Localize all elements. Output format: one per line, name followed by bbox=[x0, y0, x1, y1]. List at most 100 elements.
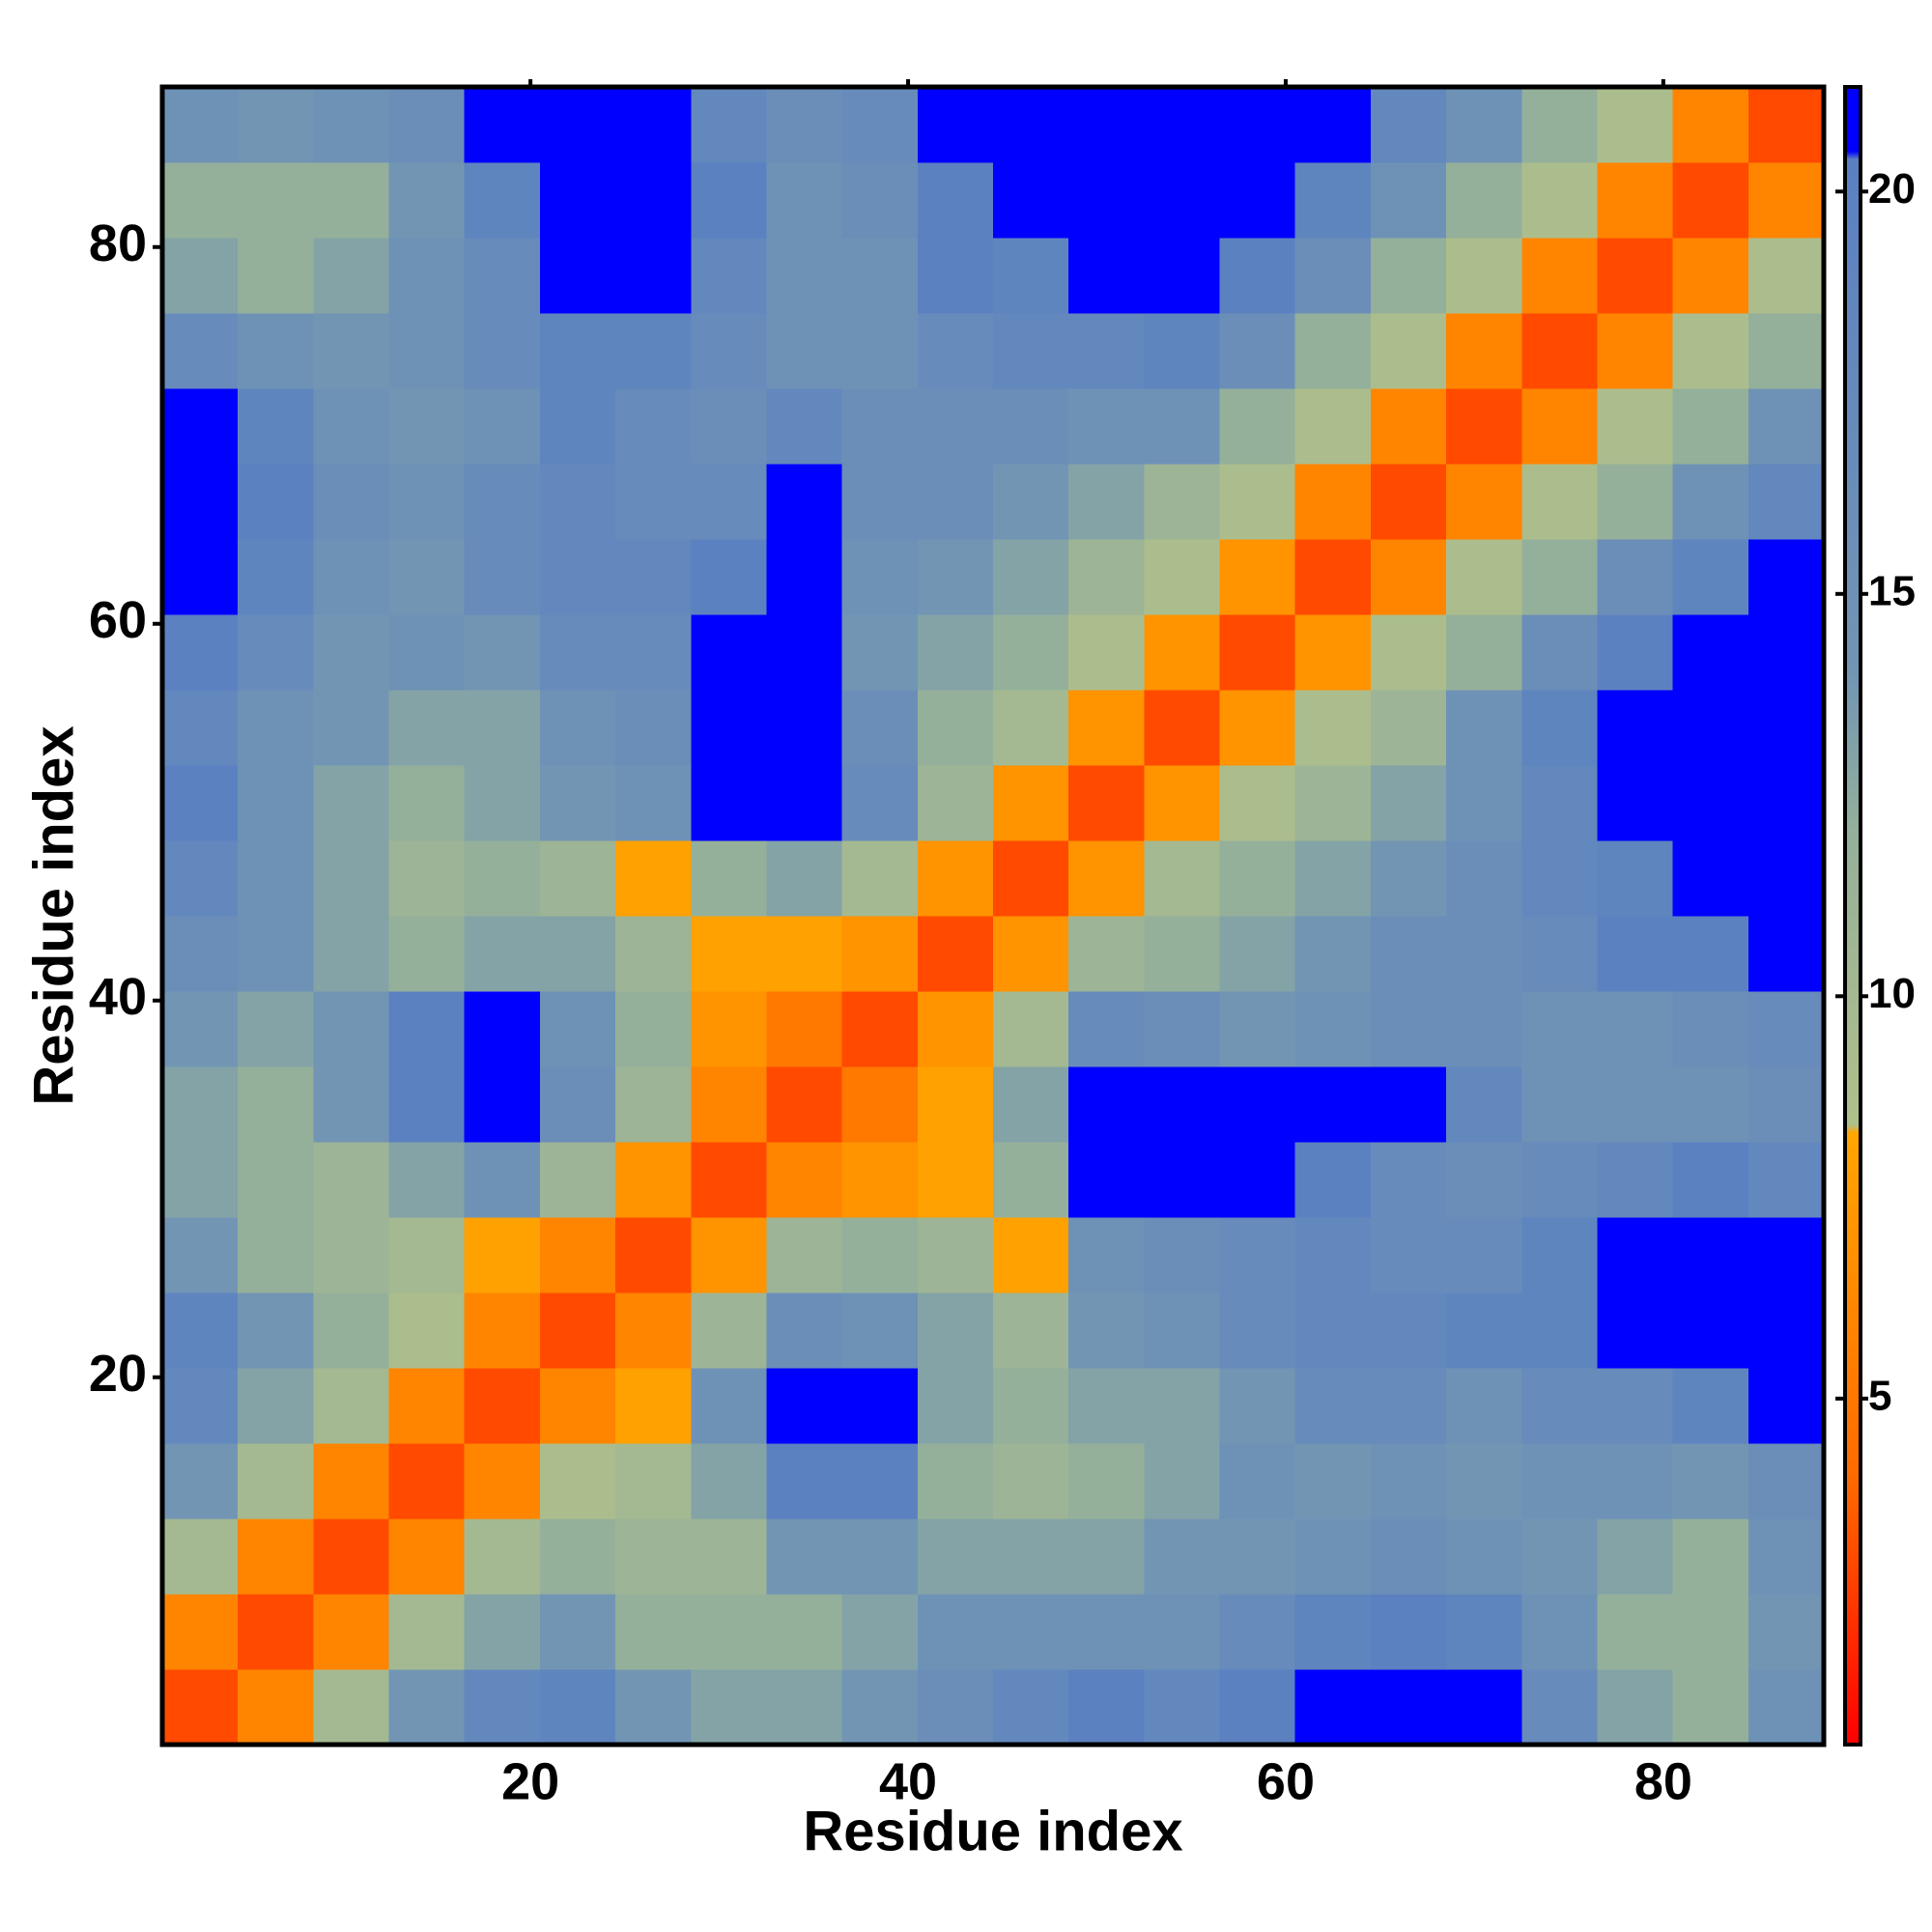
heatmap-cell bbox=[162, 1594, 239, 1670]
heatmap-cell bbox=[1370, 991, 1447, 1067]
heatmap-cell bbox=[238, 916, 314, 992]
heatmap-cell bbox=[539, 1142, 616, 1218]
heatmap-cell bbox=[841, 1368, 919, 1444]
heatmap-cell bbox=[917, 840, 994, 917]
heatmap-cell bbox=[1068, 87, 1145, 163]
heatmap-cell bbox=[1219, 1066, 1296, 1143]
heatmap-cell bbox=[1446, 87, 1522, 163]
heatmap-cell bbox=[993, 87, 1069, 163]
heatmap-cell bbox=[539, 690, 616, 766]
heatmap-cell bbox=[691, 1066, 767, 1143]
heatmap-cell bbox=[238, 614, 314, 691]
heatmap-cell bbox=[993, 840, 1069, 917]
heatmap-cell bbox=[917, 313, 994, 389]
heatmap-cell bbox=[162, 1142, 239, 1218]
colorbar-tick-label: 5 bbox=[1868, 1372, 1891, 1419]
heatmap-cell bbox=[691, 87, 767, 163]
heatmap-cell bbox=[464, 916, 541, 992]
heatmap-cell bbox=[615, 1142, 692, 1218]
heatmap-cell bbox=[313, 991, 390, 1067]
heatmap-cell bbox=[1144, 1669, 1221, 1746]
heatmap-cell bbox=[1219, 162, 1296, 239]
heatmap-cell bbox=[162, 614, 239, 691]
heatmap-cell bbox=[238, 991, 314, 1067]
heatmap-cell bbox=[313, 765, 390, 841]
heatmap-cell bbox=[1521, 1594, 1598, 1670]
heatmap-cell bbox=[464, 87, 541, 163]
heatmap-cell bbox=[691, 614, 767, 691]
heatmap-cell bbox=[313, 539, 390, 615]
heatmap-cell bbox=[766, 916, 843, 992]
heatmap-cell bbox=[238, 1443, 314, 1520]
heatmap-cell bbox=[162, 87, 239, 163]
heatmap-cell bbox=[917, 1066, 994, 1143]
heatmap-cell bbox=[162, 1519, 239, 1595]
heatmap-cell bbox=[1597, 313, 1674, 389]
heatmap-cell bbox=[539, 388, 616, 465]
heatmap-cell bbox=[1219, 1217, 1296, 1293]
heatmap-cell bbox=[1294, 313, 1372, 389]
heatmap-cell bbox=[993, 916, 1069, 992]
heatmap-cell bbox=[464, 238, 541, 314]
x-axis-title: Residue index bbox=[803, 1800, 1182, 1862]
heatmap-cell bbox=[388, 614, 466, 691]
heatmap-cell bbox=[1747, 916, 1825, 992]
heatmap-cell bbox=[917, 916, 994, 992]
heatmap-cell bbox=[1068, 1217, 1145, 1293]
heatmap-cell bbox=[1747, 1293, 1825, 1369]
heatmap-cell bbox=[1219, 916, 1296, 992]
heatmap-cell bbox=[1144, 1368, 1221, 1444]
heatmap-cell bbox=[388, 1443, 466, 1520]
heatmap-cell bbox=[1672, 1669, 1749, 1746]
heatmap-cell bbox=[1294, 388, 1372, 465]
heatmap-cell bbox=[1068, 916, 1145, 992]
heatmap-cell bbox=[766, 238, 843, 314]
heatmap-cell bbox=[1446, 991, 1522, 1067]
heatmap-cell bbox=[841, 539, 919, 615]
heatmap-cell bbox=[1294, 162, 1372, 239]
heatmap-cell bbox=[841, 991, 919, 1067]
heatmap-cell bbox=[615, 1293, 692, 1369]
heatmap-cell bbox=[1597, 238, 1674, 314]
heatmap-cell bbox=[539, 464, 616, 540]
heatmap-cell bbox=[1672, 690, 1749, 766]
heatmap-cell bbox=[1370, 1142, 1447, 1218]
heatmap-cell bbox=[766, 313, 843, 389]
heatmap-cell bbox=[1370, 765, 1447, 841]
heatmap-cell bbox=[1747, 238, 1825, 314]
heatmap-cell bbox=[1521, 1669, 1598, 1746]
heatmap-cell bbox=[917, 614, 994, 691]
heatmap-cell bbox=[993, 464, 1069, 540]
heatmap-cell bbox=[1370, 1217, 1447, 1293]
heatmap-cell bbox=[993, 1217, 1069, 1293]
heatmap-cell bbox=[464, 464, 541, 540]
heatmap-cell bbox=[1294, 464, 1372, 540]
heatmap-cell bbox=[388, 1669, 466, 1746]
heatmap-cell bbox=[1370, 614, 1447, 691]
heatmap-cell bbox=[464, 840, 541, 917]
heatmap-cell bbox=[388, 388, 466, 465]
heatmap-cell bbox=[615, 1443, 692, 1520]
heatmap-cell bbox=[1672, 765, 1749, 841]
heatmap-cell bbox=[313, 238, 390, 314]
heatmap-cell bbox=[238, 1368, 314, 1444]
heatmap-cell bbox=[162, 1293, 239, 1369]
heatmap-cell bbox=[1672, 1293, 1749, 1369]
heatmap-cell bbox=[841, 840, 919, 917]
heatmap-cell bbox=[1597, 690, 1674, 766]
heatmap-cell bbox=[1068, 690, 1145, 766]
heatmap-cell bbox=[917, 1293, 994, 1369]
heatmap-cell bbox=[1144, 388, 1221, 465]
heatmap-cell bbox=[993, 1293, 1069, 1369]
heatmap-cell bbox=[162, 1669, 239, 1746]
heatmap-cell bbox=[1294, 916, 1372, 992]
heatmap-cell bbox=[615, 388, 692, 465]
heatmap-cell bbox=[917, 238, 994, 314]
heatmap-cell bbox=[1521, 1142, 1598, 1218]
heatmap-cell bbox=[1370, 840, 1447, 917]
heatmap-cell bbox=[691, 1293, 767, 1369]
heatmap-cell bbox=[691, 690, 767, 766]
heatmap-cell bbox=[1068, 1519, 1145, 1595]
heatmap-cell bbox=[993, 1066, 1069, 1143]
